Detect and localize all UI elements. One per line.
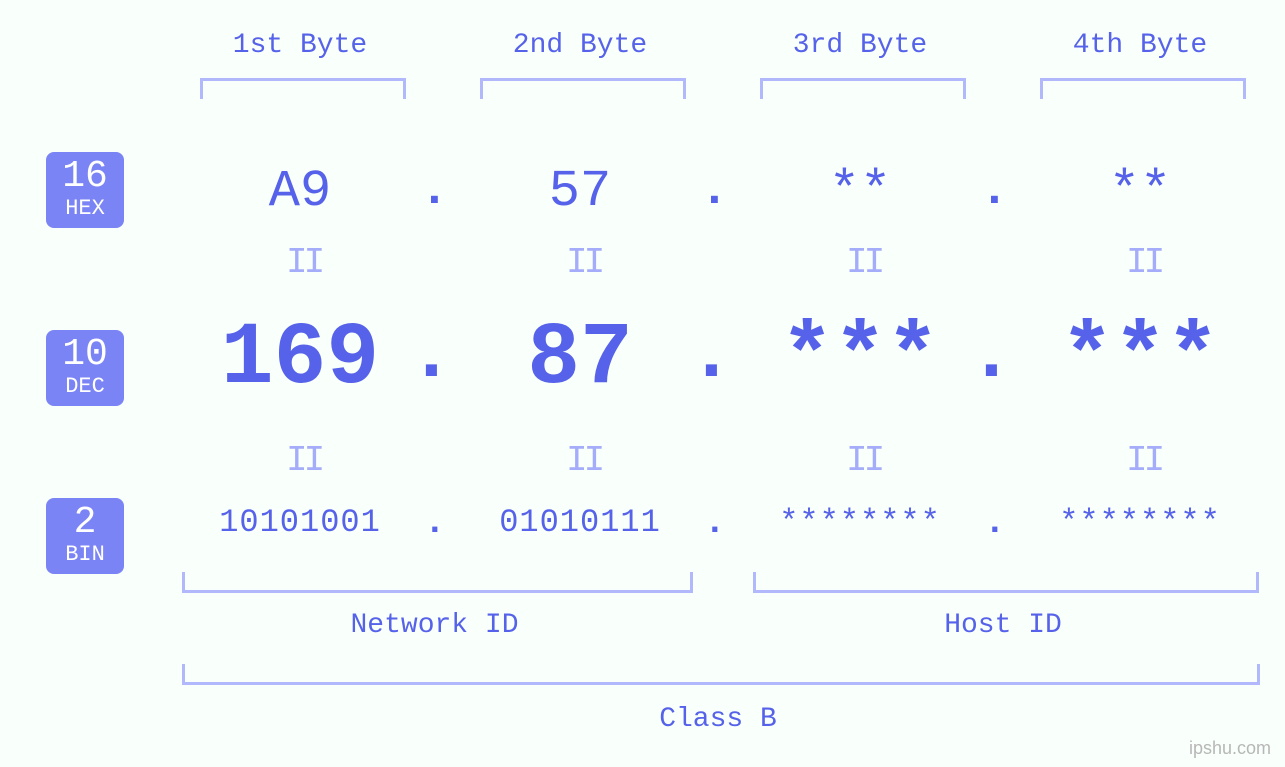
badge-hex-num: 16	[62, 158, 108, 196]
badge-dec-name: DEC	[65, 376, 105, 398]
bin-sep-3: .	[984, 502, 1006, 543]
byte-header-3: 3rd Byte	[750, 30, 970, 61]
byte-bracket-3	[760, 78, 966, 99]
hex-sep-3: .	[980, 164, 1009, 218]
eq2-1: II	[286, 440, 321, 481]
dec-byte-1: 169	[180, 310, 420, 409]
host-id-bracket	[753, 572, 1259, 593]
dec-sep-1: .	[408, 312, 455, 400]
hex-sep-2: .	[700, 164, 729, 218]
eq1-3: II	[846, 242, 881, 283]
eq2-2: II	[566, 440, 601, 481]
bin-byte-2: 01010111	[460, 504, 700, 541]
byte-header-2: 2nd Byte	[470, 30, 690, 61]
badge-bin-name: BIN	[65, 544, 105, 566]
class-bracket	[182, 664, 1260, 685]
dec-byte-3: ***	[740, 310, 980, 409]
hex-sep-1: .	[420, 164, 449, 218]
network-id-bracket	[182, 572, 693, 593]
badge-bin-num: 2	[74, 504, 97, 542]
hex-byte-2: 57	[460, 162, 700, 221]
host-id-label: Host ID	[753, 610, 1253, 641]
badge-dec: 10DEC	[46, 330, 124, 406]
eq1-4: II	[1126, 242, 1161, 283]
byte-bracket-2	[480, 78, 686, 99]
badge-dec-num: 10	[62, 336, 108, 374]
badge-hex: 16HEX	[46, 152, 124, 228]
dec-sep-3: .	[968, 312, 1015, 400]
eq1-1: II	[286, 242, 321, 283]
badge-hex-name: HEX	[65, 198, 105, 220]
bin-sep-2: .	[704, 502, 726, 543]
byte-header-4: 4th Byte	[1030, 30, 1250, 61]
byte-header-1: 1st Byte	[190, 30, 410, 61]
byte-bracket-1	[200, 78, 406, 99]
eq1-2: II	[566, 242, 601, 283]
hex-byte-1: A9	[180, 162, 420, 221]
watermark: ipshu.com	[1189, 738, 1271, 759]
hex-byte-3: **	[740, 162, 980, 221]
eq2-3: II	[846, 440, 881, 481]
dec-byte-2: 87	[460, 310, 700, 409]
bin-byte-1: 10101001	[180, 504, 420, 541]
network-id-label: Network ID	[182, 610, 687, 641]
bin-byte-3: ********	[740, 504, 980, 541]
badge-bin: 2BIN	[46, 498, 124, 574]
hex-byte-4: **	[1020, 162, 1260, 221]
byte-bracket-4	[1040, 78, 1246, 99]
bin-sep-1: .	[424, 502, 446, 543]
eq2-4: II	[1126, 440, 1161, 481]
bin-byte-4: ********	[1020, 504, 1260, 541]
dec-sep-2: .	[688, 312, 735, 400]
class-label: Class B	[182, 704, 1254, 735]
dec-byte-4: ***	[1020, 310, 1260, 409]
